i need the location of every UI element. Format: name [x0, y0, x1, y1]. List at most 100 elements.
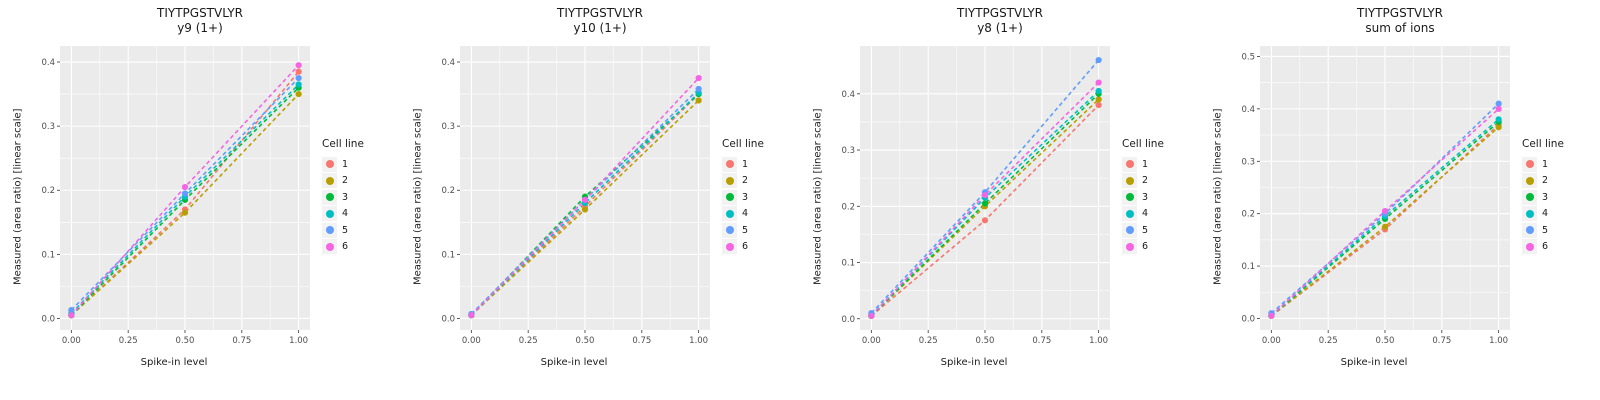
chart-panel-y8: TIYTPGSTVLYR y8 (1+) Measured (area rati…: [800, 0, 1200, 400]
legend-label: 2: [342, 175, 349, 187]
data-point: [68, 307, 75, 314]
legend-label: 5: [1542, 224, 1549, 236]
y-tick-label: 0.1: [1241, 262, 1255, 272]
legend-item: 2: [1522, 173, 1590, 189]
legend-swatch-icon: [1125, 193, 1134, 202]
data-point: [695, 97, 702, 104]
legend-label: 1: [1542, 158, 1549, 170]
legend-label: 6: [342, 241, 349, 253]
legend-label: 5: [1142, 224, 1149, 236]
legend-label: 6: [742, 241, 749, 253]
x-tick-label: 1.00: [689, 336, 708, 346]
data-point: [295, 62, 302, 69]
x-tick-label: 0.25: [1319, 336, 1338, 346]
legend-swatch-icon: [1525, 242, 1534, 251]
legend-key: [1522, 156, 1537, 172]
x-tick-label: 0.75: [632, 336, 651, 346]
plot-area: 0.00 0.25 0.50 0.75 1.00 0.0 0.1 0.2 0.3 0.4: [441, 46, 710, 346]
legend: Cell line 1 2 3 4 5 6: [1518, 38, 1590, 356]
legend-label: 6: [1142, 241, 1149, 253]
y-tick-label: 0.0: [41, 314, 55, 324]
data-point: [1495, 105, 1502, 112]
data-point: [581, 206, 589, 213]
y-tick-label: 0.3: [441, 122, 455, 132]
data-point: [1095, 87, 1102, 95]
y-tick-label: 0.2: [1241, 210, 1255, 220]
legend-item: 2: [1122, 173, 1190, 189]
legend-key: [722, 222, 737, 238]
chart-subtitle: y10 (1+): [573, 21, 627, 35]
panel-titles: TIYTPGSTVLYR y10 (1+): [557, 6, 643, 36]
legend-item: 6: [322, 239, 390, 255]
chart-subtitle: sum of ions: [1365, 21, 1435, 35]
legend-item: 3: [722, 189, 790, 205]
data-point: [581, 196, 589, 203]
legend-label: 2: [1542, 175, 1549, 187]
x-tick-label: 0.75: [1432, 336, 1451, 346]
panel-titles: TIYTPGSTVLYR y8 (1+): [957, 6, 1043, 36]
legend-label: 2: [742, 175, 749, 187]
legend-item: 5: [722, 222, 790, 238]
y-axis-label: Measured (area ratio) [linear scale]: [412, 108, 424, 286]
legend-key: [1522, 239, 1537, 255]
data-point: [1495, 116, 1502, 123]
x-axis-label: Spike-in level: [140, 357, 208, 368]
legend-swatch-icon: [725, 226, 734, 235]
y-tick-label: 0.0: [1241, 314, 1255, 324]
legend-items: 1 2 3 4 5 6: [722, 155, 790, 256]
x-axis-label: Spike-in level: [540, 357, 608, 368]
y-tick-label: 0.5: [1241, 52, 1255, 62]
legend-item: 2: [322, 173, 390, 189]
legend-swatch-icon: [1125, 176, 1134, 185]
y-tick-label: 0.3: [1241, 157, 1255, 167]
legend-label: 2: [1142, 175, 1149, 187]
y-axis-label: Measured (area ratio) [linear scale]: [1212, 108, 1224, 286]
panel-body: Measured (area ratio) [linear scale] 0.0…: [410, 38, 790, 356]
x-tick-label: 0.50: [976, 336, 995, 346]
y-tick-label: 0.3: [41, 122, 55, 132]
y-tick-label: 0.3: [841, 146, 855, 156]
legend-key: [1122, 173, 1137, 189]
legend-item: 1: [1122, 156, 1190, 172]
y-axis-label: Measured (area ratio) [linear scale]: [12, 108, 24, 286]
legend-swatch-icon: [325, 160, 334, 169]
data-point: [981, 217, 989, 224]
chart-panel-sum: TIYTPGSTVLYR sum of ions Measured (area …: [1200, 0, 1600, 400]
x-tick-label: 0.50: [576, 336, 595, 346]
legend-swatch-icon: [725, 242, 734, 251]
plot-area: 0.00 0.25 0.50 0.75 1.00 0.0 0.1 0.2 0.3 0.4 0.5: [1241, 46, 1510, 346]
legend-swatch-icon: [1125, 160, 1134, 169]
legend-item: 4: [1522, 206, 1590, 222]
legend-swatch-icon: [325, 209, 334, 218]
legend-item: 3: [1522, 189, 1590, 205]
data-point: [695, 85, 702, 93]
legend-item: 3: [1122, 189, 1190, 205]
data-point: [181, 190, 189, 197]
chart-title: TIYTPGSTVLYR: [1357, 6, 1443, 20]
legend-key: [322, 156, 337, 172]
panel-body: Measured (area ratio) [linear scale] 0.0…: [810, 38, 1190, 356]
y-tick-label: 0.0: [841, 315, 855, 325]
legend-item: 1: [322, 156, 390, 172]
x-tick-label: 1.00: [1489, 336, 1508, 346]
legend-item: 6: [722, 239, 790, 255]
data-point: [1495, 124, 1502, 131]
y-axis-label: Measured (area ratio) [linear scale]: [812, 108, 824, 286]
legend-item: 5: [322, 222, 390, 238]
legend-key: [1522, 206, 1537, 222]
legend-label: 4: [342, 208, 349, 220]
legend-key: [322, 173, 337, 189]
legend-title: Cell line: [1522, 138, 1564, 151]
legend-label: 1: [742, 158, 749, 170]
x-tick-label: 0.50: [176, 336, 195, 346]
series-line: [870, 59, 1100, 314]
x-tick-label: 0.00: [62, 336, 81, 346]
legend-swatch-icon: [325, 193, 334, 202]
data-point: [68, 312, 75, 319]
legend-swatch-icon: [1525, 193, 1534, 202]
data-point: [1095, 101, 1102, 109]
legend-label: 4: [742, 208, 749, 220]
legend-item: 6: [1122, 239, 1190, 255]
legend-swatch-icon: [725, 193, 734, 202]
